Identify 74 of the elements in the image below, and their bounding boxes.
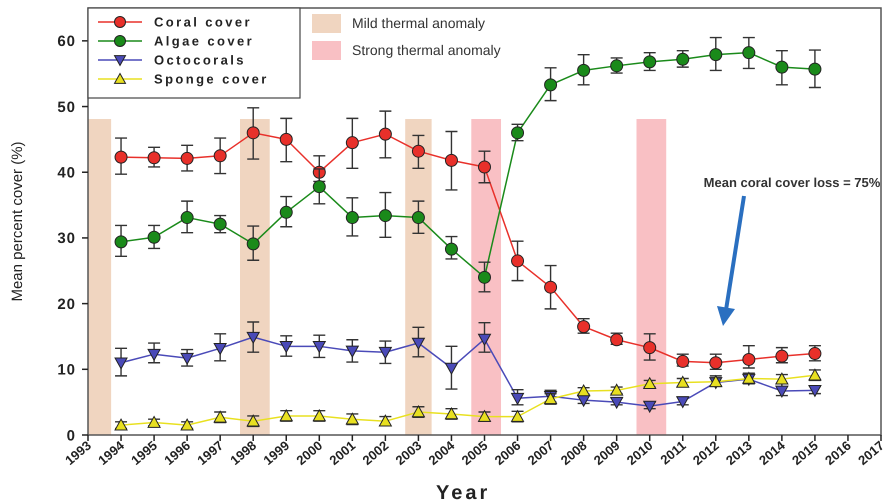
point — [511, 254, 524, 268]
point — [180, 152, 194, 165]
point — [610, 396, 624, 409]
point — [280, 132, 293, 146]
y-tick-label: 50 — [57, 98, 76, 116]
point — [378, 128, 392, 141]
point — [148, 230, 161, 244]
point — [214, 149, 227, 162]
y-tick-label: 10 — [57, 362, 76, 379]
point — [412, 211, 425, 224]
point — [742, 46, 756, 60]
point — [643, 400, 656, 413]
point — [709, 356, 722, 370]
point — [577, 384, 590, 396]
y-tick-label: 0 — [66, 427, 76, 444]
point — [742, 352, 756, 366]
point — [643, 341, 656, 354]
point — [676, 396, 690, 408]
point — [478, 160, 491, 174]
point — [346, 211, 359, 224]
y-axis-title: Mean percent cover (%) — [9, 141, 26, 302]
point — [114, 235, 128, 248]
point — [775, 350, 788, 363]
point — [544, 78, 558, 92]
point — [346, 346, 359, 358]
x-axis-title: Year — [436, 482, 490, 503]
legend-label: Sponge cover — [154, 72, 269, 87]
legend-label: Algae cover — [154, 34, 254, 49]
point — [577, 64, 590, 77]
point — [808, 385, 822, 397]
point — [412, 144, 425, 158]
legend-label: Coral cover — [154, 14, 252, 30]
point — [148, 348, 161, 361]
point — [478, 270, 491, 284]
point — [775, 386, 788, 398]
point — [444, 362, 458, 374]
point — [180, 418, 194, 430]
y-tick-label: 40 — [57, 164, 76, 182]
y-tick-label: 30 — [57, 230, 76, 248]
point — [246, 126, 260, 140]
point — [444, 242, 458, 256]
point — [478, 334, 491, 346]
point — [610, 384, 624, 396]
point — [246, 332, 260, 344]
point — [180, 352, 194, 365]
point — [808, 62, 822, 76]
point — [180, 211, 194, 224]
point — [312, 341, 326, 353]
annotation: Mean coral cover loss = 75% — [704, 175, 881, 190]
point — [775, 60, 788, 74]
point — [214, 342, 227, 355]
point — [511, 392, 524, 405]
point — [148, 151, 161, 164]
point — [148, 416, 161, 428]
legend-label: Strong thermal anomaly — [352, 42, 501, 58]
point — [378, 346, 392, 359]
point — [114, 357, 128, 370]
point — [378, 209, 392, 222]
point — [346, 136, 359, 150]
y-tick-label: 60 — [57, 33, 76, 50]
legend-label: Octocorals — [154, 52, 246, 68]
point — [544, 280, 558, 294]
point — [643, 377, 656, 390]
point — [246, 237, 260, 250]
point — [412, 338, 425, 350]
legend-label: Mild thermal anomaly — [352, 15, 486, 31]
point — [444, 154, 458, 167]
point — [312, 180, 326, 194]
point — [114, 150, 128, 164]
point — [709, 48, 722, 62]
point — [280, 341, 293, 353]
y-tick-label: 20 — [57, 296, 76, 313]
point — [280, 206, 293, 219]
point — [114, 418, 128, 430]
